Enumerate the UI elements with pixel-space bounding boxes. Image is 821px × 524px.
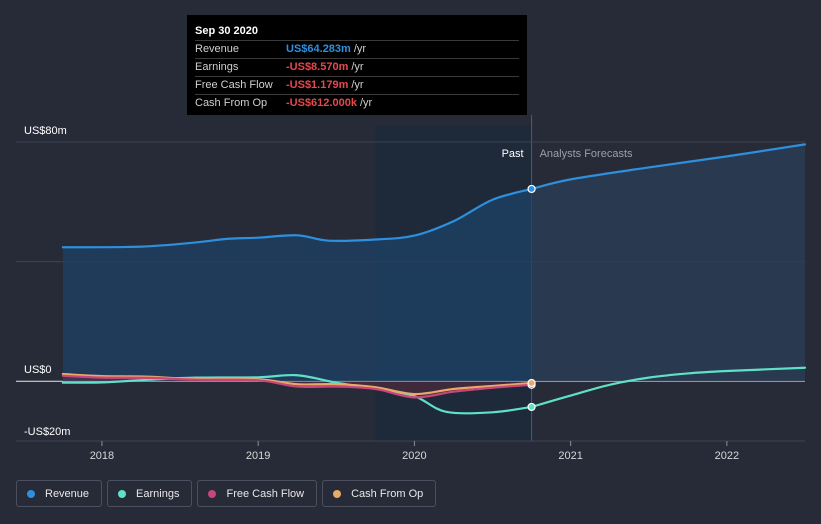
tooltip-label: Earnings bbox=[195, 61, 239, 73]
tooltip-label: Revenue bbox=[195, 43, 240, 55]
past-label: Past bbox=[502, 148, 524, 160]
data-tooltip: Sep 30 2020 Revenue US$64.283m /yr Earni… bbox=[187, 15, 527, 115]
tooltip-label: Cash From Op bbox=[195, 97, 268, 109]
data-point-revenue bbox=[527, 184, 536, 194]
tooltip-row-free-cash-flow: Free Cash Flow -US$1.179m /yr bbox=[195, 76, 519, 94]
x-tick-label: 2020 bbox=[402, 450, 426, 462]
x-tick-label: 2019 bbox=[246, 450, 270, 462]
series-line-revenue bbox=[61, 187, 533, 249]
chart-legend: Revenue Earnings Free Cash Flow Cash Fro… bbox=[16, 480, 437, 509]
y-tick-label: US$0 bbox=[24, 364, 52, 376]
x-tick-label: 2022 bbox=[715, 450, 739, 462]
series-line-earnings-forecast bbox=[530, 366, 807, 409]
tooltip-value: US$64.283m bbox=[286, 43, 351, 55]
legend-label: Free Cash Flow bbox=[226, 487, 305, 500]
y-tick-label: -US$20m bbox=[24, 426, 70, 438]
legend-dot-icon bbox=[333, 489, 342, 498]
legend-label: Revenue bbox=[45, 487, 90, 500]
legend-label: Cash From Op bbox=[351, 487, 424, 500]
legend-dot-icon bbox=[118, 489, 127, 498]
data-point-cash-from-op bbox=[527, 378, 536, 388]
tooltip-value: -US$612.000k bbox=[286, 97, 357, 109]
tooltip-value: -US$1.179m bbox=[286, 79, 349, 91]
legend-item-earnings[interactable]: Earnings bbox=[107, 480, 193, 507]
series-line-cash-from-op bbox=[61, 372, 533, 396]
series-line-earnings bbox=[61, 373, 533, 415]
tooltip-label: Free Cash Flow bbox=[195, 79, 273, 91]
legend-item-cash-from-op[interactable]: Cash From Op bbox=[322, 480, 437, 507]
tooltip-unit: /yr bbox=[351, 61, 364, 73]
forecast-label: Analysts Forecasts bbox=[540, 148, 633, 160]
tooltip-date: Sep 30 2020 bbox=[195, 25, 258, 37]
cashflow-area bbox=[62, 375, 532, 398]
tooltip-unit: /yr bbox=[359, 97, 373, 109]
tooltip-value: -US$8.570m bbox=[286, 61, 349, 73]
tooltip-row-cash-from-op: Cash From Op -US$612.000k /yr bbox=[195, 94, 519, 112]
legend-dot-icon bbox=[208, 489, 217, 498]
y-tick-label: US$80m bbox=[24, 125, 67, 137]
series-line-revenue-forecast bbox=[530, 143, 807, 191]
tooltip-unit: /yr bbox=[353, 43, 367, 55]
tooltip-row-earnings: Earnings -US$8.570m /yr bbox=[195, 58, 519, 76]
tooltip-row-revenue: Revenue US$64.283m /yr bbox=[195, 40, 519, 58]
legend-label: Earnings bbox=[136, 487, 180, 500]
legend-dot-icon bbox=[27, 489, 35, 498]
series-line-free-cash-flow bbox=[61, 374, 533, 399]
revenue-area bbox=[62, 188, 532, 382]
legend-item-free-cash-flow[interactable]: Free Cash Flow bbox=[197, 480, 318, 507]
x-tick-label: 2021 bbox=[558, 450, 582, 462]
revenue-area bbox=[531, 144, 805, 382]
x-tick-label: 2018 bbox=[90, 450, 114, 462]
tooltip-unit: /yr bbox=[351, 79, 364, 91]
legend-item-revenue[interactable]: Revenue bbox=[16, 480, 103, 507]
data-point-earnings bbox=[527, 402, 536, 412]
